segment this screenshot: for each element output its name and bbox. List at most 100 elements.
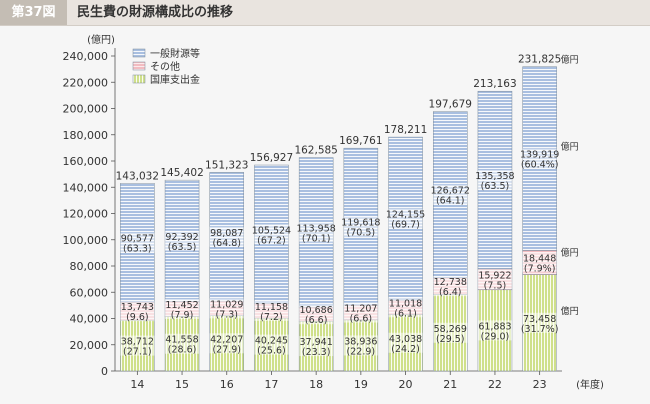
data-label-value: 11,207 xyxy=(344,304,377,315)
data-label-share: (6.1) xyxy=(394,308,417,319)
unit-suffix-national-treasury: 億円 xyxy=(561,305,579,317)
data-label-backdrop xyxy=(299,304,334,325)
data-label-share: (7.5) xyxy=(484,280,507,291)
data-label-value: 10,686 xyxy=(300,305,333,316)
data-label-backdrop xyxy=(433,184,468,205)
data-label-value: 42,207 xyxy=(210,334,243,345)
figure-title: 民生費の財源構成比の推移 xyxy=(77,5,234,20)
data-label-share: (9.6) xyxy=(126,312,149,323)
data-label-share: (70.5) xyxy=(347,228,376,239)
data-label-backdrop xyxy=(388,208,423,229)
data-label-value: 11,018 xyxy=(389,298,422,309)
data-label-backdrop xyxy=(165,230,200,251)
data-label-share: (69.7) xyxy=(391,220,420,231)
total-label: 151,323 xyxy=(205,159,248,171)
data-label-share: (6.6) xyxy=(305,315,328,326)
data-label-share: (63.5) xyxy=(481,181,510,192)
y-tick-label: 240,000 xyxy=(63,50,109,63)
data-label-backdrop xyxy=(299,336,334,357)
x-tick-label: 23 xyxy=(533,378,547,391)
data-label-share: (25.6) xyxy=(257,346,286,357)
data-label-value: 18,448 xyxy=(523,253,556,264)
data-label-value: 105,524 xyxy=(252,225,291,236)
y-tick-label: 20,000 xyxy=(70,339,109,352)
unit-suffix-general-fund: 億円 xyxy=(561,141,579,153)
data-label-share: (64.8) xyxy=(212,238,241,249)
unit-suffix-other: 億円 xyxy=(561,246,579,258)
x-tick-label: 14 xyxy=(130,378,144,391)
data-label-share: (63.5) xyxy=(168,242,197,253)
y-axis-unit-label: (億円) xyxy=(87,33,115,46)
total-label: 197,679 xyxy=(429,99,472,111)
data-label-backdrop xyxy=(209,333,244,354)
data-label-value: 113,958 xyxy=(297,223,336,234)
data-label-backdrop xyxy=(209,226,244,247)
data-label-share: (6.6) xyxy=(350,314,373,325)
figure-number-badge: 第37図 xyxy=(0,0,67,25)
data-label-share: (70.1) xyxy=(302,233,331,244)
x-tick-label: 21 xyxy=(443,378,457,391)
data-label-share: (29.0) xyxy=(481,331,510,342)
data-label-backdrop xyxy=(477,269,512,290)
data-label-backdrop xyxy=(522,252,557,273)
x-axis-unit-label: (年度) xyxy=(576,378,604,391)
data-label-value: 58,269 xyxy=(434,324,467,335)
y-tick-label: 220,000 xyxy=(63,76,109,89)
data-label-value: 119,618 xyxy=(341,218,380,229)
data-label-value: 15,922 xyxy=(478,270,511,281)
data-label-share: (24.2) xyxy=(391,344,420,355)
data-label-share: (7.3) xyxy=(215,309,238,320)
y-tick-label: 200,000 xyxy=(63,103,109,116)
data-label-value: 126,672 xyxy=(431,186,470,197)
total-label: 143,032 xyxy=(116,170,159,182)
legend-label-other: その他 xyxy=(150,60,180,73)
total-label: 231,825 xyxy=(518,54,561,66)
x-tick-label: 19 xyxy=(354,378,368,391)
data-label-value: 73,458 xyxy=(523,314,556,325)
total-label: 178,211 xyxy=(384,124,427,136)
data-label-backdrop xyxy=(254,224,289,245)
data-label-backdrop xyxy=(254,334,289,355)
x-tick-label: 18 xyxy=(309,378,323,391)
x-tick-label: 17 xyxy=(264,378,278,391)
data-label-backdrop xyxy=(433,276,468,297)
y-tick-label: 80,000 xyxy=(70,260,109,273)
data-label-share: (29.5) xyxy=(436,334,465,345)
data-label-value: 135,358 xyxy=(475,171,514,182)
data-label-backdrop xyxy=(388,297,423,318)
data-label-share: (7.2) xyxy=(260,312,283,323)
data-label-backdrop xyxy=(522,312,557,333)
data-label-value: 90,577 xyxy=(121,234,154,245)
y-tick-label: 100,000 xyxy=(63,234,109,247)
data-label-value: 38,936 xyxy=(344,336,377,347)
legend-label-general-fund: 一般財源等 xyxy=(150,47,200,60)
data-label-share: (31.7%) xyxy=(521,324,559,335)
data-label-value: 11,158 xyxy=(255,302,288,313)
data-label-backdrop xyxy=(120,335,155,356)
data-label-backdrop xyxy=(388,332,423,353)
data-label-backdrop xyxy=(120,301,155,322)
y-tick-label: 60,000 xyxy=(70,286,109,299)
y-tick-label: 0 xyxy=(101,365,108,378)
data-label-value: 11,452 xyxy=(165,300,198,311)
data-label-value: 12,738 xyxy=(434,277,467,288)
data-label-value: 124,155 xyxy=(386,210,425,221)
legend-swatch-general-fund xyxy=(132,48,146,58)
data-label-backdrop xyxy=(165,333,200,354)
data-label-backdrop xyxy=(477,170,512,191)
data-label-backdrop xyxy=(120,232,155,253)
x-tick-label: 20 xyxy=(399,378,413,391)
data-label-share: (60.4%) xyxy=(521,160,559,171)
data-label-value: 61,883 xyxy=(478,321,511,332)
data-label-share: (27.9) xyxy=(212,344,241,355)
data-label-share: (6.4) xyxy=(439,287,462,298)
data-label-share: (7.9) xyxy=(171,310,194,321)
data-label-share: (23.3) xyxy=(302,347,331,358)
data-label-share: (28.6) xyxy=(168,345,197,356)
data-label-backdrop xyxy=(165,298,200,319)
legend-swatch-national-treasury xyxy=(132,74,146,84)
x-tick-label: 16 xyxy=(220,378,234,391)
data-label-value: 41,558 xyxy=(165,335,198,346)
data-label-value: 40,245 xyxy=(255,336,288,347)
